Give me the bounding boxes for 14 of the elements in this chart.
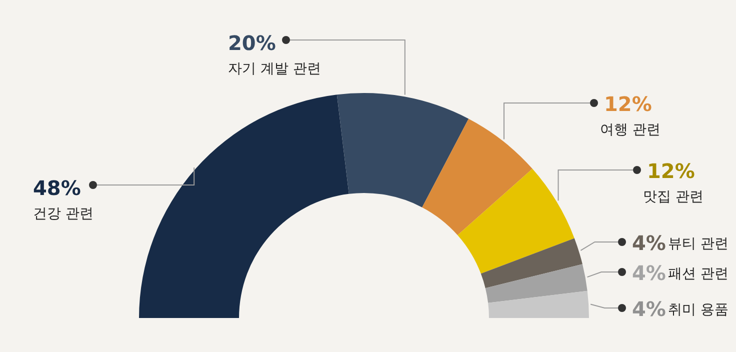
- data-label: 48%: [33, 176, 81, 200]
- data-label: 4%: [632, 297, 666, 321]
- slice-label: 건강 관련: [33, 206, 94, 222]
- data-label: 12%: [604, 92, 652, 116]
- slice-label: 자기 계발 관련: [228, 61, 321, 77]
- slice-label: 취미 용품: [668, 302, 728, 318]
- data-label: 20%: [228, 31, 276, 55]
- slice-label: 맛집 관련: [643, 189, 704, 205]
- data-label: 4%: [632, 261, 666, 285]
- data-label: 4%: [632, 231, 666, 255]
- slice-label: 패션 관련: [668, 266, 728, 282]
- slice-label: 뷰티 관련: [668, 236, 728, 252]
- slice-label: 여행 관련: [600, 122, 660, 138]
- data-label: 12%: [647, 159, 695, 183]
